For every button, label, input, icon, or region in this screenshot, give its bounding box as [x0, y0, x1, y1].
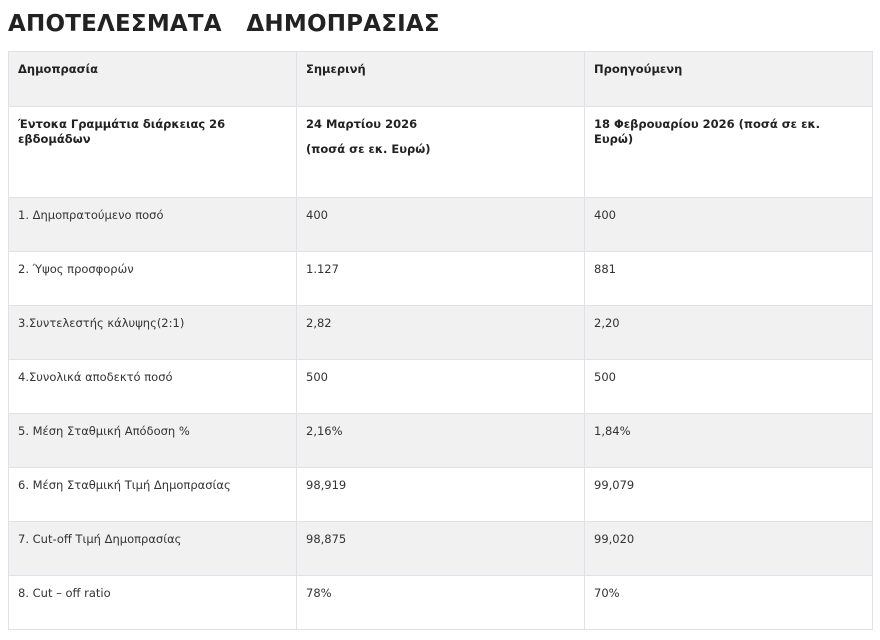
subheader-current-note: (ποσά σε εκ. Ευρώ): [306, 142, 431, 156]
row-previous-value: 1,84%: [584, 413, 873, 468]
row-label: 4.Συνολικά αποδεκτό ποσό: [8, 359, 297, 414]
row-label: 7. Cut-off Τιμή Δημοπρασίας: [8, 521, 297, 576]
row-previous-value: 400: [584, 197, 873, 252]
row-label: 3.Συντελεστής κάλυψης(2:1): [8, 305, 297, 360]
row-current-value: 2,16%: [296, 413, 585, 468]
table-row: 7. Cut-off Τιμή Δημοπρασίας 98,875 99,02…: [8, 521, 873, 576]
row-current-value: 78%: [296, 575, 585, 630]
header-previous: Προηγούμενη: [584, 51, 873, 107]
table-header-row: Δημοπρασία Σημερινή Προηγούμενη: [8, 51, 873, 107]
table-row: 8. Cut – off ratio 78% 70%: [8, 575, 873, 630]
row-current-value: 2,82: [296, 305, 585, 360]
row-previous-value: 99,020: [584, 521, 873, 576]
header-current: Σημερινή: [296, 51, 585, 107]
subheader-current-date-cell: 24 Μαρτίου 2026 (ποσά σε εκ. Ευρώ): [296, 106, 585, 198]
table-row: 6. Μέση Σταθμική Τιμή Δημοπρασίας 98,919…: [8, 467, 873, 522]
table-row: 4.Συνολικά αποδεκτό ποσό 500 500: [8, 359, 873, 414]
row-current-value: 98,875: [296, 521, 585, 576]
table-row: 3.Συντελεστής κάλυψης(2:1) 2,82 2,20: [8, 305, 873, 360]
page-title: ΑΠΟΤΕΛΕΣΜΑΤΑ ΔΗΜΟΠΡΑΣΙΑΣ: [8, 11, 440, 37]
subheader-previous-date: 18 Φεβρουαρίου 2026 (ποσά σε εκ. Ευρώ): [584, 106, 873, 198]
row-current-value: 400: [296, 197, 585, 252]
row-label: 5. Μέση Σταθμική Απόδοση %: [8, 413, 297, 468]
table-subheader-row: Έντοκα Γραμμάτια διάρκειας 26 εβδομάδων …: [8, 106, 873, 198]
subheader-auction-type: Έντοκα Γραμμάτια διάρκειας 26 εβδομάδων: [8, 106, 297, 198]
row-label: 1. Δημοπρατούμενο ποσό: [8, 197, 297, 252]
row-label: 6. Μέση Σταθμική Τιμή Δημοπρασίας: [8, 467, 297, 522]
row-current-value: 500: [296, 359, 585, 414]
row-previous-value: 2,20: [584, 305, 873, 360]
auction-results-table: Δημοπρασία Σημερινή Προηγούμενη Έντοκα Γ…: [8, 51, 873, 630]
row-previous-value: 99,079: [584, 467, 873, 522]
table-row: 1. Δημοπρατούμενο ποσό 400 400: [8, 197, 873, 252]
row-label: 2. Ύψος προσφορών: [8, 251, 297, 306]
row-current-value: 98,919: [296, 467, 585, 522]
table-row: 5. Μέση Σταθμική Απόδοση % 2,16% 1,84%: [8, 413, 873, 468]
row-previous-value: 881: [584, 251, 873, 306]
header-auction: Δημοπρασία: [8, 51, 297, 107]
row-current-value: 1.127: [296, 251, 585, 306]
row-previous-value: 70%: [584, 575, 873, 630]
table-row: 2. Ύψος προσφορών 1.127 881: [8, 251, 873, 306]
row-previous-value: 500: [584, 359, 873, 414]
subheader-current-date: 24 Μαρτίου 2026: [306, 117, 418, 131]
row-label: 8. Cut – off ratio: [8, 575, 297, 630]
